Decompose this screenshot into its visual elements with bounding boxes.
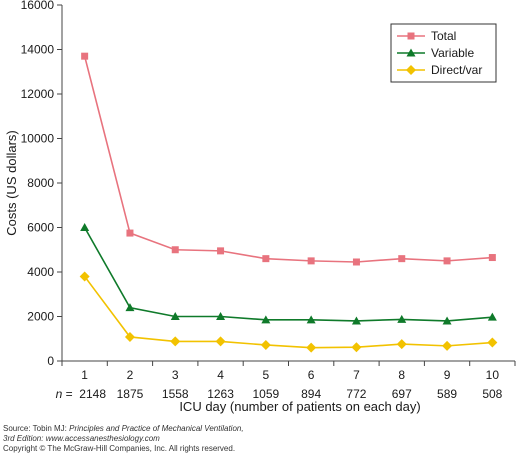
legend-marker-total <box>407 32 415 40</box>
y-tick-label: 4000 <box>27 265 54 279</box>
point-total <box>307 257 315 265</box>
patient-count-label: 589 <box>437 387 457 401</box>
point-variable <box>306 315 316 324</box>
patient-count-label: 1263 <box>207 387 234 401</box>
source-line-2: 3rd Edition: www.accessanesthesiology.co… <box>3 434 160 443</box>
x-tick-label: 3 <box>172 368 179 382</box>
point-variable <box>170 312 180 320</box>
y-tick-label: 12000 <box>21 87 55 101</box>
patient-count-label: 2148 <box>79 387 106 401</box>
point-direct-var <box>487 337 498 348</box>
y-tick-label: 6000 <box>27 221 54 235</box>
point-total <box>171 246 179 254</box>
y-axis: 0 2000 4000 6000 8000 10000 12000 14000 16000 <box>21 0 63 368</box>
point-variable <box>487 312 497 321</box>
patient-count-label: 1558 <box>162 387 189 401</box>
series-group <box>79 52 498 353</box>
patient-count-label: 508 <box>482 387 502 401</box>
x-tick-label: 8 <box>398 368 405 382</box>
point-direct-var <box>170 336 181 347</box>
point-variable <box>125 303 135 312</box>
legend-label-variable: Variable <box>431 46 474 60</box>
patient-count-label: 1059 <box>252 387 279 401</box>
point-direct-var <box>306 342 317 353</box>
x-tick-label: 6 <box>308 368 315 382</box>
patient-count-label: 697 <box>392 387 412 401</box>
x-tick-label: 9 <box>444 368 451 382</box>
point-variable <box>397 314 407 323</box>
point-direct-var <box>215 336 226 347</box>
point-total <box>488 254 496 262</box>
x-tick-label: 7 <box>353 368 360 382</box>
y-tick-label: 14000 <box>21 43 55 57</box>
point-variable <box>216 312 226 320</box>
series-line-direct-var <box>84 275 493 349</box>
point-total <box>262 255 270 263</box>
source-line-1: Source: Tobin MJ: Principles and Practic… <box>3 424 244 434</box>
point-variable <box>80 223 90 231</box>
legend-marker-variable <box>406 48 416 57</box>
point-variable <box>351 316 361 325</box>
y-tick-label: 2000 <box>27 310 54 324</box>
series-line-total <box>83 55 493 263</box>
point-direct-var <box>351 342 362 353</box>
point-total <box>443 257 451 265</box>
patient-count-label: 772 <box>346 387 366 401</box>
point-total <box>352 258 360 266</box>
y-tick-label: 8000 <box>27 176 54 190</box>
point-direct-var <box>124 331 135 342</box>
patient-count-label: 894 <box>301 387 321 401</box>
x-tick-label: 5 <box>263 368 270 382</box>
point-variable <box>442 316 452 325</box>
series-line-variable <box>83 227 493 322</box>
x-axis-label: ICU day (number of patients on each day) <box>179 399 420 414</box>
point-direct-var <box>442 340 453 351</box>
point-direct-var <box>260 339 271 350</box>
x-tick-label: 1 <box>81 368 88 382</box>
y-tick-label: 10000 <box>21 132 55 146</box>
source-prefix: Source: Tobin MJ: <box>3 424 70 433</box>
x-tick-label: 4 <box>217 368 224 382</box>
point-variable <box>261 315 271 324</box>
patient-count-prefix: n = <box>56 387 73 401</box>
copyright-line: Copyright © The McGraw-Hill Companies, I… <box>3 444 236 453</box>
point-total <box>217 247 225 255</box>
patient-count-label: 1875 <box>117 387 144 401</box>
legend-marker-direct-var <box>406 65 416 75</box>
legend: Total Variable Direct/var <box>390 23 497 83</box>
point-total <box>81 52 89 60</box>
point-total <box>126 229 134 237</box>
x-tick-label: 2 <box>127 368 134 382</box>
point-direct-var <box>79 271 90 282</box>
point-direct-var <box>396 339 407 350</box>
legend-label-direct-var: Direct/var <box>431 63 482 77</box>
point-total <box>398 255 406 263</box>
y-tick-label: 0 <box>47 354 54 368</box>
source-book-title: Principles and Practice of Mechanical Ve… <box>69 424 244 433</box>
legend-label-total: Total <box>431 29 456 43</box>
x-axis: 1 n = 2148 2 1875 3 1558 4 1263 5 1059 6 894 7 772 8 697… <box>56 360 516 401</box>
y-tick-label: 16000 <box>21 0 55 12</box>
y-axis-label: Costs (US dollars) <box>4 130 19 235</box>
x-tick-label: 10 <box>486 368 500 382</box>
